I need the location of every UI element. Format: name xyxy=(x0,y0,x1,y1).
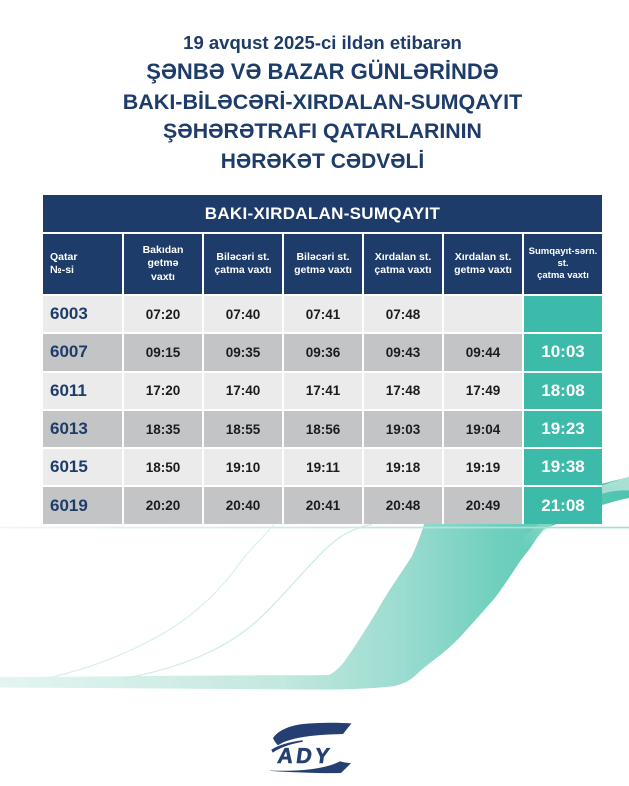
svg-text:ADY: ADY xyxy=(276,743,334,768)
